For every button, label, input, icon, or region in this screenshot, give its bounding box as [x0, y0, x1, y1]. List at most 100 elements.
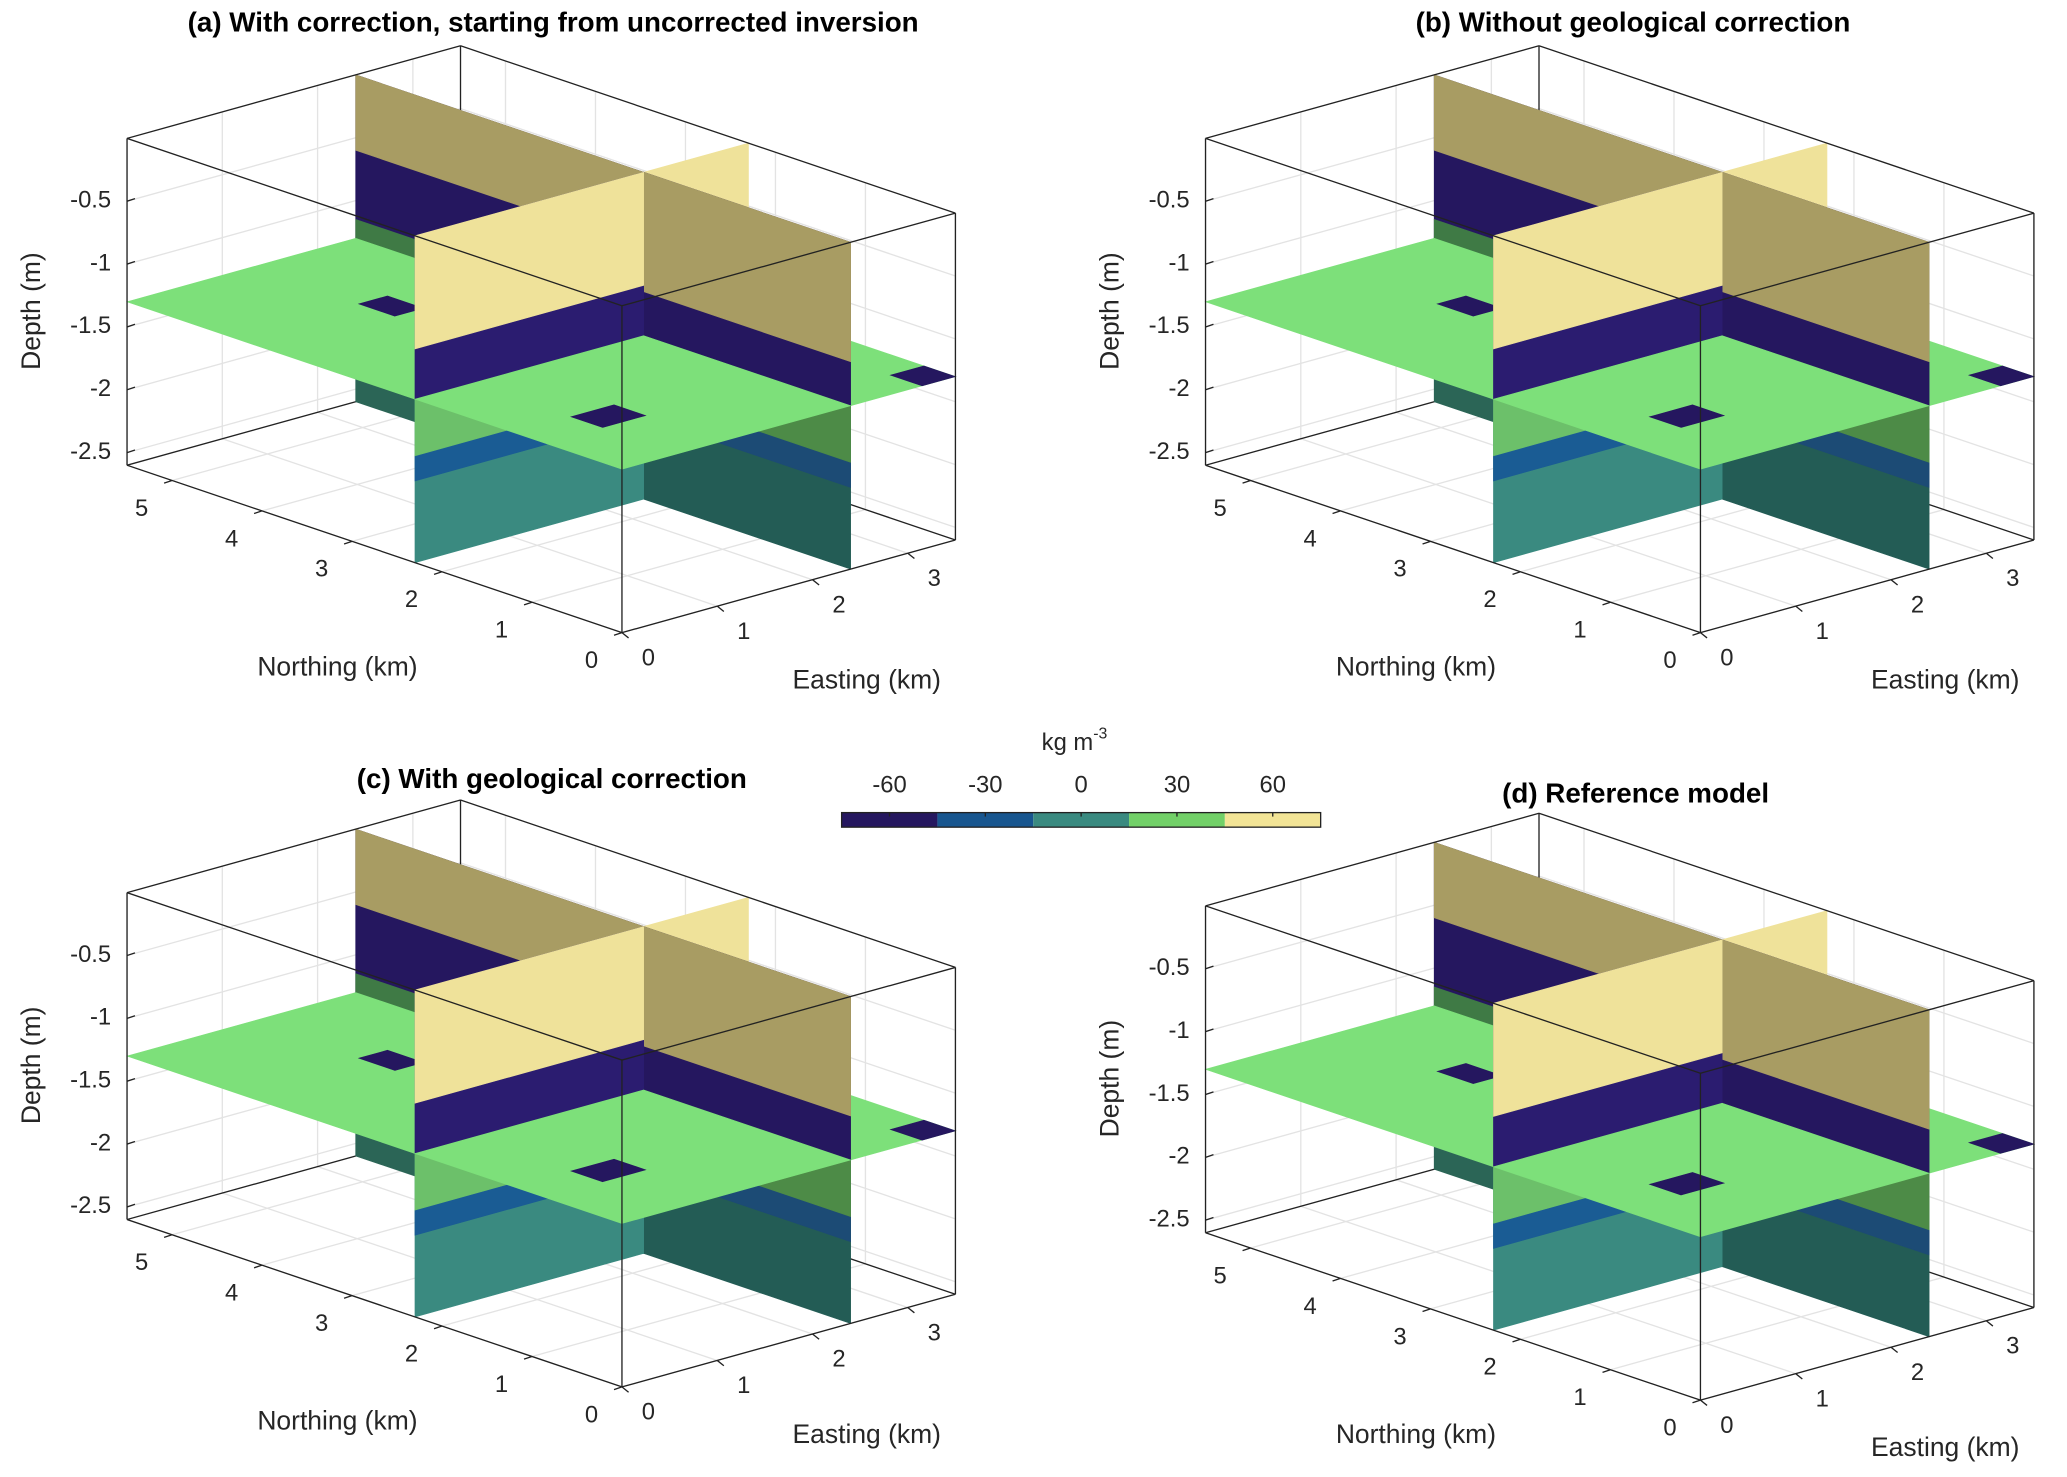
tick-mark	[126, 449, 136, 454]
y-tick-label: 0	[585, 1401, 598, 1428]
tick-mark	[163, 479, 173, 484]
colorbar-label: kg m-3	[1042, 726, 1108, 756]
box-edge	[1205, 464, 1701, 634]
tick-mark	[343, 1294, 353, 1299]
y-axis-label: Northing (km)	[257, 651, 417, 681]
z-tick-label: -1.5	[1149, 312, 1190, 339]
x-axis-label: Easting (km)	[1871, 665, 2019, 695]
z-tick-label: -2.5	[1149, 438, 1190, 465]
x-tick-label: 1	[737, 618, 750, 645]
colorbar-segment	[1129, 812, 1225, 828]
y-tick-label: 4	[1303, 525, 1316, 552]
panel: -2.5 -2 -1.5 -1 -0.5 0 1 2 3 4 5 0 1 2 3 Northing (km) E…	[1095, 778, 2036, 1462]
slice-patch	[413, 335, 852, 470]
tick-mark	[126, 1015, 136, 1020]
tick-mark	[1422, 540, 1431, 545]
box-edge	[460, 45, 956, 214]
slice-patch	[889, 365, 957, 387]
x-tick-label: 1	[737, 1372, 750, 1399]
tick-mark	[1205, 449, 1214, 454]
box-edge	[126, 799, 461, 894]
colorbar-tick-label: -30	[968, 771, 1002, 798]
x-tick-label: 3	[928, 565, 941, 592]
y-tick-label: 3	[1393, 556, 1406, 583]
box-edge	[126, 464, 623, 634]
slice-patch	[1493, 939, 1723, 1117]
y-tick-label: 0	[1663, 1415, 1676, 1442]
box-edge	[1205, 45, 1540, 140]
slice-patch	[1492, 1102, 1931, 1238]
tick-mark	[1890, 1346, 1899, 1354]
x-tick-label: 0	[1720, 1412, 1733, 1439]
y-tick-label: 5	[135, 495, 148, 522]
x-axis-label: Easting (km)	[793, 665, 941, 695]
tick-mark	[621, 632, 629, 639]
tick-mark	[613, 1386, 623, 1391]
tick-mark	[126, 323, 136, 328]
x-tick-label: 3	[2006, 565, 2019, 592]
slice-patch	[1436, 295, 1504, 317]
z-tick-label: -2.5	[70, 1192, 111, 1219]
box-edge	[126, 1218, 623, 1388]
tick-mark	[1205, 1028, 1214, 1033]
colorbar-segment	[841, 812, 938, 828]
z-tick-label: -2.5	[70, 438, 111, 465]
tick-mark	[812, 579, 820, 586]
box-edge	[126, 137, 623, 307]
y-tick-label: 4	[225, 525, 238, 552]
slice-patch	[1492, 335, 1931, 470]
x-tick-label: 1	[1816, 618, 1829, 645]
panel: -2.5 -2 -1.5 -1 -0.5 0 1 2 3 4 5 0 1 2 3 Northing (km) E…	[16, 763, 957, 1449]
slice-patch	[1493, 171, 1723, 350]
tick-mark	[1700, 1399, 1708, 1406]
colorbar-tick-label: 30	[1164, 771, 1190, 798]
tick-mark	[716, 1359, 725, 1367]
tick-mark	[1890, 579, 1899, 586]
tick-mark	[1332, 510, 1341, 515]
x-tick-label: 3	[928, 1319, 941, 1346]
z-axis-label: Depth (m)	[16, 1007, 46, 1125]
box-edge	[621, 1293, 956, 1388]
y-tick-label: 5	[1213, 1262, 1226, 1289]
tick-mark	[907, 1307, 915, 1314]
box-edge	[126, 892, 623, 1061]
tick-mark	[1602, 601, 1611, 606]
tick-mark	[1512, 571, 1521, 576]
box-edge	[621, 539, 956, 634]
box-edge	[1700, 539, 2035, 634]
colorbar-segment	[1224, 812, 1321, 828]
tick-mark	[1422, 1308, 1431, 1313]
z-axis-label: Depth (m)	[1095, 252, 1125, 370]
x-tick-label: 0	[1720, 644, 1733, 671]
panel: -2.5 -2 -1.5 -1 -0.5 0 1 2 3 4 5 0 1 2 3 Northing (km) E…	[16, 6, 957, 695]
tick-mark	[1205, 1091, 1214, 1096]
tick-mark	[1205, 197, 1214, 202]
z-tick-label: -0.5	[1149, 954, 1190, 981]
tick-mark	[433, 1325, 443, 1330]
y-axis-label: Northing (km)	[1336, 651, 1496, 681]
tick-mark	[1692, 1399, 1701, 1404]
tick-mark	[343, 540, 353, 545]
z-tick-label: -1	[90, 1004, 111, 1031]
z-tick-label: -0.5	[70, 941, 111, 968]
x-tick-label: 2	[832, 591, 845, 618]
slice-patch	[414, 926, 644, 1104]
x-tick-label: 1	[1816, 1385, 1829, 1412]
y-tick-label: 1	[495, 617, 508, 644]
tick-mark	[1205, 323, 1214, 328]
x-axis-label: Easting (km)	[793, 1419, 941, 1449]
box-edge	[1205, 1232, 1701, 1401]
tick-mark	[253, 510, 263, 515]
x-axis-label: Easting (km)	[1871, 1432, 2019, 1462]
z-tick-label: -0.5	[1149, 187, 1190, 214]
z-tick-label: -2	[1168, 375, 1189, 402]
slice-patch	[413, 1089, 852, 1224]
y-tick-label: 0	[1663, 647, 1676, 674]
tick-mark	[126, 1077, 136, 1082]
tick-mark	[1692, 632, 1701, 636]
tick-mark	[1332, 1277, 1341, 1282]
tick-mark	[1242, 479, 1251, 484]
z-axis-label: Depth (m)	[16, 252, 46, 370]
z-tick-label: -2.5	[1149, 1205, 1190, 1232]
tick-mark	[613, 632, 623, 636]
